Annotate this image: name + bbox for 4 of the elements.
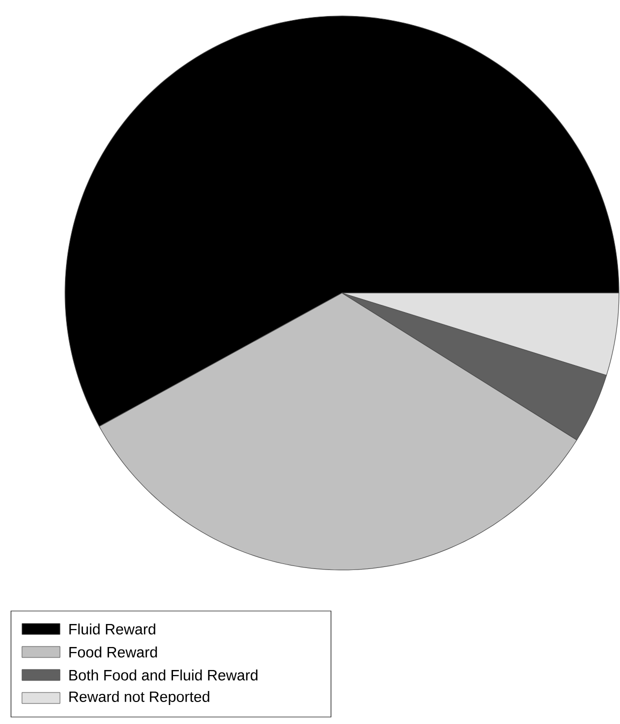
legend-label: Food Reward: [69, 646, 157, 658]
legend-label: Reward not Reported: [69, 691, 210, 705]
legend-label: Fluid Reward: [69, 624, 156, 634]
legend-label: Both Food and Fluid Reward: [69, 670, 258, 680]
